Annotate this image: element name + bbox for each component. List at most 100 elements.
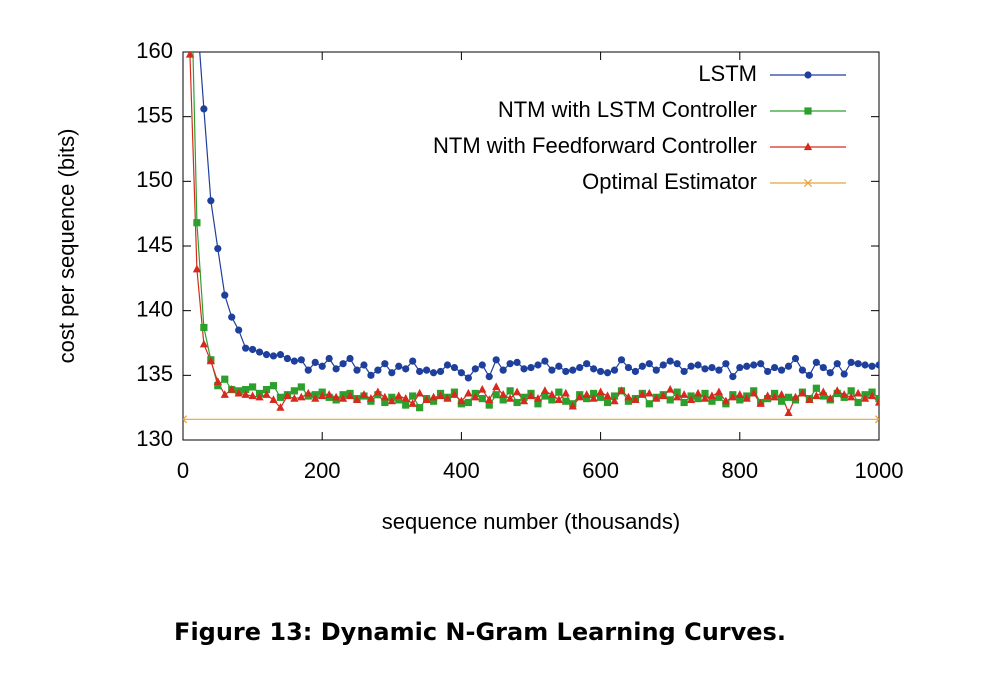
point xyxy=(547,390,556,398)
point xyxy=(506,387,514,395)
point xyxy=(867,391,877,400)
point xyxy=(485,401,493,409)
point xyxy=(568,401,577,410)
point xyxy=(562,397,570,405)
point xyxy=(603,398,612,407)
series-line xyxy=(199,52,879,379)
point xyxy=(777,397,786,405)
point xyxy=(812,384,820,392)
point xyxy=(860,394,870,402)
point xyxy=(798,366,807,374)
point xyxy=(617,356,626,364)
point xyxy=(255,392,264,401)
point xyxy=(597,393,605,401)
point xyxy=(199,339,208,348)
point xyxy=(234,388,243,397)
point xyxy=(367,371,375,379)
point xyxy=(680,367,688,376)
point xyxy=(185,52,195,58)
point xyxy=(339,360,347,368)
point xyxy=(220,390,229,398)
point xyxy=(763,391,772,400)
point xyxy=(464,388,473,397)
point xyxy=(770,392,779,401)
point xyxy=(429,397,438,405)
point xyxy=(499,396,507,404)
point xyxy=(659,391,668,400)
point xyxy=(840,370,848,378)
point xyxy=(819,363,827,372)
series-points xyxy=(183,415,879,424)
point xyxy=(847,392,856,401)
point xyxy=(402,401,410,409)
point xyxy=(402,365,410,373)
point xyxy=(492,382,501,391)
point xyxy=(590,365,598,373)
point xyxy=(749,388,758,397)
point xyxy=(714,387,724,396)
point xyxy=(338,394,348,402)
point xyxy=(352,395,362,404)
point xyxy=(583,395,591,403)
point xyxy=(555,388,563,396)
point xyxy=(833,386,842,394)
series-points xyxy=(193,10,879,382)
point xyxy=(471,392,480,401)
point xyxy=(262,351,271,359)
point xyxy=(708,363,716,372)
point xyxy=(527,363,535,372)
point xyxy=(673,360,681,368)
point xyxy=(332,392,341,401)
point xyxy=(803,178,813,188)
x-tick-label: 200 xyxy=(304,458,341,483)
point xyxy=(791,392,800,401)
point xyxy=(736,363,744,372)
point xyxy=(638,362,646,370)
legend-label: LSTM xyxy=(698,61,757,86)
point xyxy=(854,398,862,407)
point xyxy=(200,323,208,332)
y-tick-label: 155 xyxy=(136,102,173,127)
point xyxy=(183,415,188,424)
point xyxy=(854,388,863,397)
point xyxy=(540,386,550,394)
point xyxy=(423,366,431,374)
point xyxy=(812,391,821,400)
point xyxy=(297,392,306,401)
point xyxy=(603,391,612,400)
point xyxy=(610,366,619,374)
point xyxy=(617,386,626,394)
point xyxy=(756,399,765,407)
point xyxy=(464,374,472,382)
point xyxy=(213,377,222,385)
point xyxy=(381,398,389,407)
point xyxy=(861,361,869,369)
point xyxy=(429,392,438,401)
point xyxy=(290,394,299,402)
point xyxy=(624,363,633,372)
point xyxy=(345,391,355,400)
y-axis-label: cost per sequence (bits) xyxy=(54,129,79,364)
point xyxy=(562,367,570,376)
legend-label: Optimal Estimator xyxy=(582,169,757,194)
point xyxy=(804,71,812,79)
point xyxy=(735,390,744,398)
point xyxy=(624,397,633,405)
point xyxy=(207,197,215,205)
point xyxy=(485,373,493,381)
point xyxy=(193,219,201,227)
point xyxy=(805,371,814,379)
point xyxy=(590,389,598,398)
point xyxy=(707,391,717,400)
point xyxy=(561,388,570,397)
point xyxy=(798,388,807,397)
point xyxy=(269,395,278,404)
point xyxy=(777,390,786,398)
point xyxy=(374,366,382,374)
point xyxy=(297,356,305,364)
point xyxy=(416,404,424,412)
point xyxy=(206,356,215,365)
point xyxy=(262,390,271,398)
point xyxy=(193,10,200,17)
